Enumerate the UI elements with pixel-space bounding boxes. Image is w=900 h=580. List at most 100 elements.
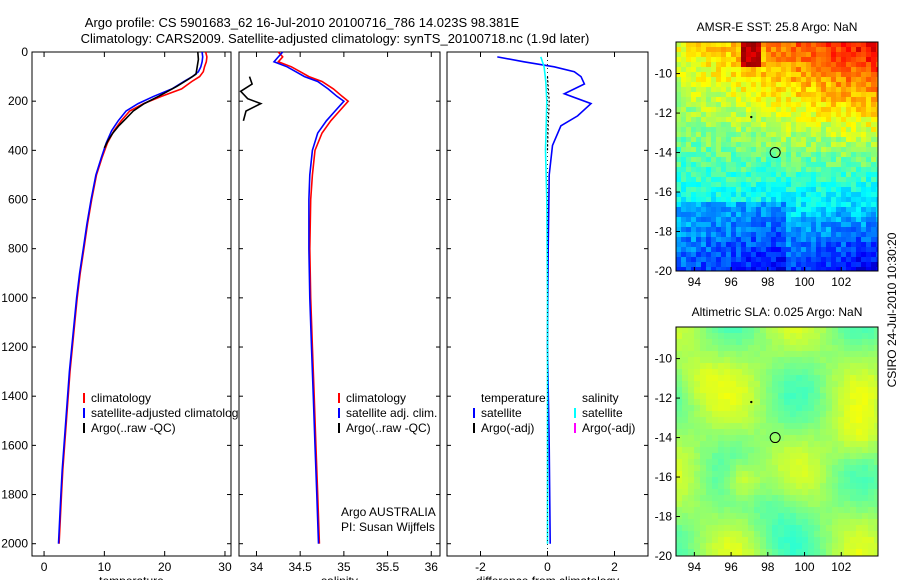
sla-heatmap-cell	[778, 477, 785, 484]
sst-heatmap-cell	[731, 257, 737, 263]
sst-heatmap-cell	[856, 42, 862, 48]
sla-heatmap-cell	[724, 489, 731, 496]
sst-float-marker	[769, 147, 781, 159]
sst-heatmap-cell	[856, 82, 862, 88]
sst-heatmap-cell	[676, 132, 682, 138]
sst-heatmap-cell	[806, 57, 812, 63]
sla-heatmap-cell	[766, 327, 773, 334]
sla-heatmap-cell	[682, 357, 689, 364]
sst-heatmap-cell	[821, 232, 827, 238]
sst-heatmap-cell	[716, 202, 722, 208]
sst-heatmap-cell	[836, 157, 842, 163]
sst-heatmap-cell	[816, 47, 822, 53]
sla-heatmap-cell	[796, 435, 803, 442]
sla-heatmap-cell	[718, 411, 725, 418]
sst-heatmap-cell	[836, 227, 842, 233]
sst-heatmap-cell	[691, 117, 697, 123]
sla-heatmap-cell	[868, 369, 875, 376]
sst-heatmap-cell	[866, 52, 872, 58]
sst-heatmap-cell	[811, 57, 817, 63]
sst-heatmap-cell	[701, 152, 707, 158]
sst-heatmap-cell	[711, 247, 717, 253]
sla-heatmap-cell	[736, 459, 743, 466]
sst-heatmap-cell	[846, 57, 852, 63]
sst-heatmap-cell	[776, 132, 782, 138]
sla-heatmap-cell	[736, 351, 743, 358]
sst-heatmap-cell	[756, 227, 762, 233]
sla-heatmap-cell	[814, 381, 821, 388]
sst-heatmap-cell	[721, 267, 727, 272]
sst-heatmap-cell	[876, 142, 879, 148]
sst-heatmap-cell	[771, 97, 777, 103]
sla-heatmap-cell	[790, 501, 797, 508]
sst-heatmap-cell	[761, 77, 767, 83]
sst-heatmap-cell	[801, 242, 807, 248]
sst-heatmap-cell	[841, 117, 847, 123]
sla-heatmap-cell	[694, 507, 701, 514]
sst-heatmap-cell	[771, 42, 777, 48]
sla-heatmap-cell	[802, 375, 809, 382]
sla-heatmap-cell	[718, 363, 725, 370]
sst-heatmap-cell	[686, 232, 692, 238]
sst-heatmap-cell	[696, 167, 702, 173]
sla-heatmap-cell	[724, 405, 731, 412]
sst-heatmap-cell	[786, 97, 792, 103]
sla-heatmap-cell	[790, 327, 797, 334]
sla-heatmap-cell	[856, 363, 863, 370]
sla-heatmap-cell	[718, 357, 725, 364]
sst-heatmap-cell	[766, 252, 772, 258]
sla-heatmap-cell	[862, 399, 869, 406]
sla-heatmap-cell	[766, 351, 773, 358]
sst-heatmap-cell	[721, 67, 727, 73]
sla-heatmap-cell	[754, 471, 761, 478]
sla-heatmap-cell	[862, 351, 869, 358]
sst-heatmap-cell	[691, 82, 697, 88]
sst-heatmap-cell	[721, 182, 727, 188]
sla-heatmap-cell	[700, 351, 707, 358]
sla-heatmap-cell	[784, 447, 791, 454]
sla-heatmap-cell	[868, 381, 875, 388]
sst-heatmap-cell	[846, 222, 852, 228]
sla-heatmap-cell	[862, 543, 869, 550]
temperature-ytick-label: 800	[8, 242, 28, 256]
sla-heatmap-cell	[868, 345, 875, 352]
difference-legend-header: salinity	[582, 391, 619, 405]
sst-heatmap-cell	[756, 187, 762, 193]
sst-heatmap-cell	[786, 102, 792, 108]
sla-heatmap-cell	[796, 501, 803, 508]
sst-heatmap-cell	[761, 242, 767, 248]
sst-heatmap-cell	[806, 167, 812, 173]
sst-heatmap-cell	[676, 162, 682, 168]
sst-heatmap-cell	[856, 192, 862, 198]
sst-heatmap-cell	[781, 197, 787, 203]
sla-heatmap-cell	[796, 459, 803, 466]
sla-heatmap-cell	[826, 447, 833, 454]
sst-heatmap-cell	[686, 122, 692, 128]
sst-heatmap-cell	[721, 117, 727, 123]
sla-heatmap-cell	[856, 477, 863, 484]
sst-heatmap-cell	[771, 127, 777, 133]
sla-heatmap-cell	[772, 411, 779, 418]
sst-heatmap-cell	[751, 267, 757, 272]
sla-heatmap-cell	[772, 453, 779, 460]
sst-heatmap-cell	[846, 117, 852, 123]
sst-heatmap-cell	[711, 82, 717, 88]
sst-heatmap-cell	[731, 172, 737, 178]
sla-heatmap-cell	[856, 405, 863, 412]
sla-heatmap-cell	[754, 435, 761, 442]
sla-heatmap-cell	[682, 363, 689, 370]
sst-heatmap-cell	[826, 67, 832, 73]
sla-heatmap-cell	[796, 477, 803, 484]
sst-heatmap-cell	[781, 227, 787, 233]
sst-heatmap-cell	[721, 137, 727, 143]
sla-heatmap-cell	[754, 519, 761, 526]
sla-heatmap-cell	[676, 501, 683, 508]
sla-heatmap-cell	[766, 333, 773, 340]
sla-heatmap-cell	[778, 459, 785, 466]
sla-heatmap-cell	[694, 447, 701, 454]
sla-heatmap-cell	[706, 387, 713, 394]
sla-heatmap-cell	[772, 477, 779, 484]
sst-heatmap-cell	[866, 147, 872, 153]
sla-heatmap-cell	[688, 531, 695, 538]
sst-heatmap-cell	[731, 227, 737, 233]
